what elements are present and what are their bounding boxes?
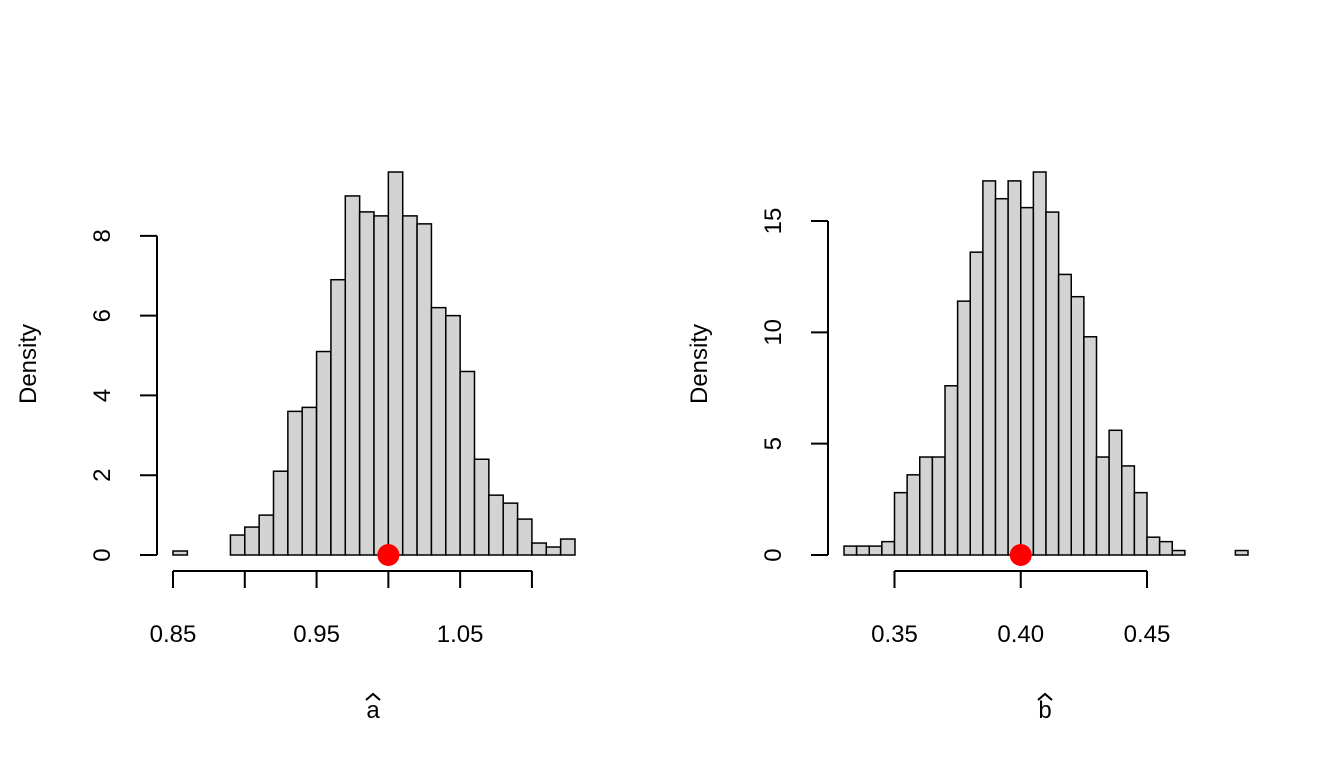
hat-accent [365,692,381,701]
histogram-bar [358,211,375,556]
bars [843,171,1249,556]
histogram-bar [893,491,908,556]
histogram-bar [258,514,275,556]
histogram-bar [881,540,896,556]
histogram-bar [545,546,562,556]
x-tick-label: 0.85 [150,621,197,648]
histogram-bar [330,278,347,556]
y-tick-label: 5 [760,437,787,450]
y-axis-title: Density [15,324,42,404]
histogram-bar [931,456,946,556]
x-tick-label: 0.45 [1124,621,1171,648]
true-value-marker [1009,544,1032,566]
histogram-bar [1133,491,1148,556]
histogram-bar [287,410,303,556]
histogram-bar [344,195,361,556]
histogram-bar [373,215,390,556]
histogram-bar [1158,540,1173,556]
histogram-bar [516,518,533,556]
x-axis: 0.85 0.95 1.05 [150,570,533,648]
x-tick-label: 0.40 [997,621,1044,648]
histogram-bar [843,545,858,556]
bars [172,171,576,556]
histogram-bar [172,550,189,556]
y-axis: 0 2 4 6 8 [89,229,158,562]
y-tick-label: 10 [760,319,787,346]
y-tick-label: 4 [89,389,116,402]
histogram-bar [906,474,921,556]
histogram-bar [1045,211,1060,556]
histogram-bar [919,456,934,556]
y-tick-label: 8 [89,229,116,242]
histogram-bar [430,306,447,556]
histogram-panel-b: 0.35 0.40 0.45 0 5 10 15 Density b [686,171,1249,724]
y-tick-label: 6 [89,309,116,322]
y-tick-label: 2 [89,469,116,482]
histogram-bar [1083,336,1098,556]
histogram-bar [387,171,404,556]
histogram-bar [244,526,260,556]
histogram-bar [559,538,576,556]
histogram-bar [1070,295,1085,556]
histogram-bar [969,251,984,556]
histogram-bar [315,350,332,556]
y-axis-title: Density [686,324,713,404]
histogram-bar [416,223,433,556]
x-tick-label: 0.35 [871,621,918,648]
histogram-bar [1108,429,1123,556]
y-axis: 0 5 10 15 [760,208,829,562]
hat-accent [1037,692,1053,701]
histogram-bar [855,545,870,556]
histogram-bar [1007,180,1022,556]
histogram-bar [956,300,971,556]
histogram-bar [473,458,490,556]
histogram-panel-a: 0.85 0.95 1.05 0 2 4 6 8 Density a [15,171,576,724]
histogram-bar [944,385,959,556]
histogram-bar [488,494,504,556]
histogram-bar [1032,171,1047,556]
histogram-bar [1057,273,1072,556]
histogram-bar [982,180,997,556]
histogram-bar [531,542,548,556]
x-tick-label: 1.05 [437,621,484,648]
true-value-marker [377,544,400,566]
histogram-bar [1234,549,1249,556]
x-axis-title: b [1038,697,1051,724]
histogram-bar [229,534,246,556]
histogram-bar [1171,549,1186,556]
histogram-bar [868,545,883,556]
histogram-bar [502,502,519,556]
y-tick-label: 0 [760,548,787,561]
y-tick-label: 0 [89,548,116,561]
histogram-bar [994,197,1009,556]
histogram-bar [1095,456,1110,556]
histogram-bar [459,370,476,556]
x-tick-label: 0.95 [293,621,340,648]
x-axis: 0.35 0.40 0.45 [871,570,1171,648]
histogram-bar [445,314,461,556]
histogram-bar [272,470,289,556]
histogram-bar [401,215,418,556]
histogram-bar [1146,536,1161,556]
histogram-bar [1020,206,1035,556]
histogram-bar [1121,465,1136,556]
x-axis-title: a [366,697,380,724]
histogram-bar [301,406,318,556]
y-tick-label: 15 [760,208,787,235]
